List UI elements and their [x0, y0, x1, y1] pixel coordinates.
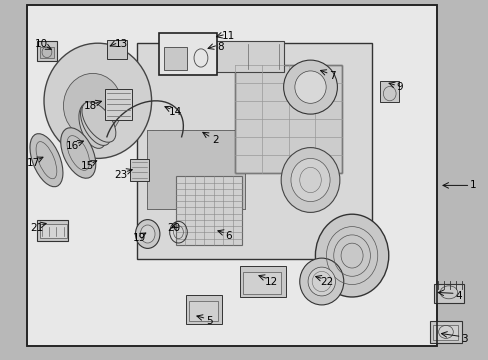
Bar: [188, 301, 218, 321]
Bar: [164, 47, 187, 69]
Text: 3: 3: [460, 334, 467, 344]
Ellipse shape: [299, 258, 343, 305]
Ellipse shape: [307, 267, 335, 296]
Text: 2: 2: [211, 135, 218, 145]
Text: 12: 12: [264, 276, 278, 287]
Text: 7: 7: [328, 71, 335, 81]
Bar: [159, 33, 217, 75]
Bar: [129, 159, 149, 181]
Bar: [185, 295, 222, 324]
Text: 1: 1: [469, 180, 476, 190]
Bar: [429, 321, 461, 343]
Text: 13: 13: [114, 39, 128, 49]
Text: 18: 18: [83, 101, 97, 111]
Bar: [146, 130, 244, 209]
Ellipse shape: [81, 103, 111, 145]
Text: 23: 23: [114, 170, 128, 180]
Bar: [239, 266, 285, 297]
Ellipse shape: [63, 73, 122, 138]
Bar: [242, 272, 280, 294]
Bar: [181, 41, 283, 72]
Bar: [37, 41, 57, 61]
Bar: [184, 44, 203, 69]
Ellipse shape: [290, 158, 329, 202]
Bar: [176, 176, 242, 245]
Ellipse shape: [315, 214, 388, 297]
Ellipse shape: [44, 43, 151, 158]
Text: 19: 19: [132, 233, 146, 243]
Ellipse shape: [140, 225, 155, 243]
Bar: [380, 81, 398, 102]
Text: 8: 8: [217, 42, 224, 52]
Bar: [432, 325, 457, 340]
Bar: [234, 65, 342, 173]
Text: 21: 21: [30, 222, 43, 233]
Ellipse shape: [294, 71, 325, 103]
Bar: [146, 130, 244, 209]
Bar: [37, 220, 68, 241]
Text: 10: 10: [35, 39, 48, 49]
Text: 6: 6: [225, 231, 232, 241]
Bar: [40, 224, 66, 238]
Ellipse shape: [283, 60, 337, 114]
Text: 14: 14: [168, 107, 182, 117]
Ellipse shape: [135, 220, 160, 248]
Text: 4: 4: [454, 291, 461, 301]
Text: 20: 20: [167, 222, 180, 233]
Text: 17: 17: [26, 158, 40, 168]
Text: 15: 15: [80, 161, 94, 171]
Ellipse shape: [79, 104, 107, 148]
Ellipse shape: [61, 128, 96, 178]
Bar: [27, 5, 436, 346]
Text: 5: 5: [205, 316, 212, 326]
Bar: [106, 40, 127, 59]
Text: 11: 11: [222, 31, 235, 41]
Bar: [105, 89, 132, 120]
Ellipse shape: [30, 134, 63, 187]
Text: 16: 16: [65, 141, 79, 151]
Text: 22: 22: [319, 276, 333, 287]
Bar: [40, 48, 54, 58]
Bar: [27, 5, 436, 346]
Text: 9: 9: [396, 82, 403, 92]
Ellipse shape: [281, 148, 339, 212]
Bar: [137, 43, 371, 259]
Bar: [433, 284, 463, 303]
Ellipse shape: [82, 102, 116, 142]
